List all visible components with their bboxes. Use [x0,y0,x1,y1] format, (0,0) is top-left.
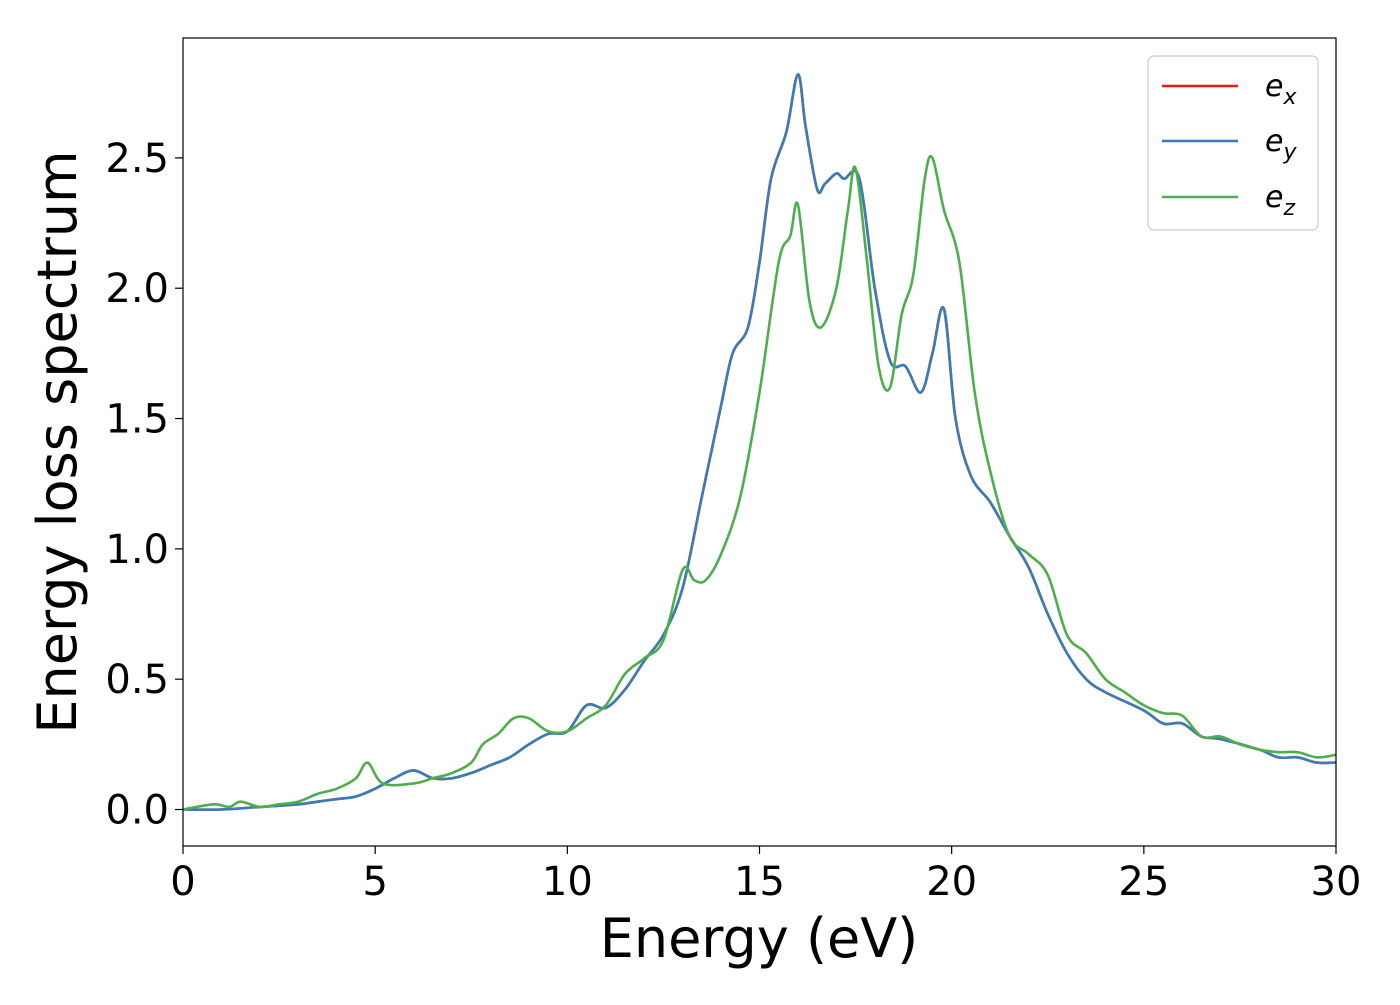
x-tick-label: 10 [542,859,593,905]
y-tick-label: 2.5 [105,136,169,182]
x-tick-label: 25 [1118,859,1169,905]
y-tick-label: 1.5 [105,397,169,443]
y-axis: 0.0 0.5 1.0 1.5 2.0 2.5 [105,136,183,834]
series-line-y [183,73,1336,811]
legend-label-subscript: z [1282,196,1295,221]
x-tick-label: 0 [170,859,195,905]
y-tick-label: 2.0 [105,266,169,312]
plot-area [183,73,1336,811]
series-line-z [183,154,1336,811]
legend-box [1147,55,1319,231]
x-axis: 0 5 10 15 20 25 30 [170,846,1361,905]
legend-label-z: ez [1265,180,1295,221]
y-tick-label: 0.5 [105,657,169,703]
y-tick-label: 0.0 [105,788,169,834]
legend-label-subscript: x [1282,85,1297,110]
legend-label-main: e [1265,180,1283,215]
legend-label-y: ey [1265,124,1297,165]
y-tick-label: 1.0 [105,527,169,573]
x-tick-label: 20 [926,859,977,905]
x-axis-label: Energy (eV) [600,907,919,970]
y-axis-label: Energy loss spectrum [26,150,89,733]
legend-label-x: ex [1265,69,1297,110]
legend-label-main: e [1265,69,1283,104]
legend-label-main: e [1265,124,1283,159]
x-tick-label: 30 [1311,859,1362,905]
x-tick-label: 15 [734,859,785,905]
x-tick-label: 5 [362,859,387,905]
legend-label-subscript: y [1282,140,1297,165]
